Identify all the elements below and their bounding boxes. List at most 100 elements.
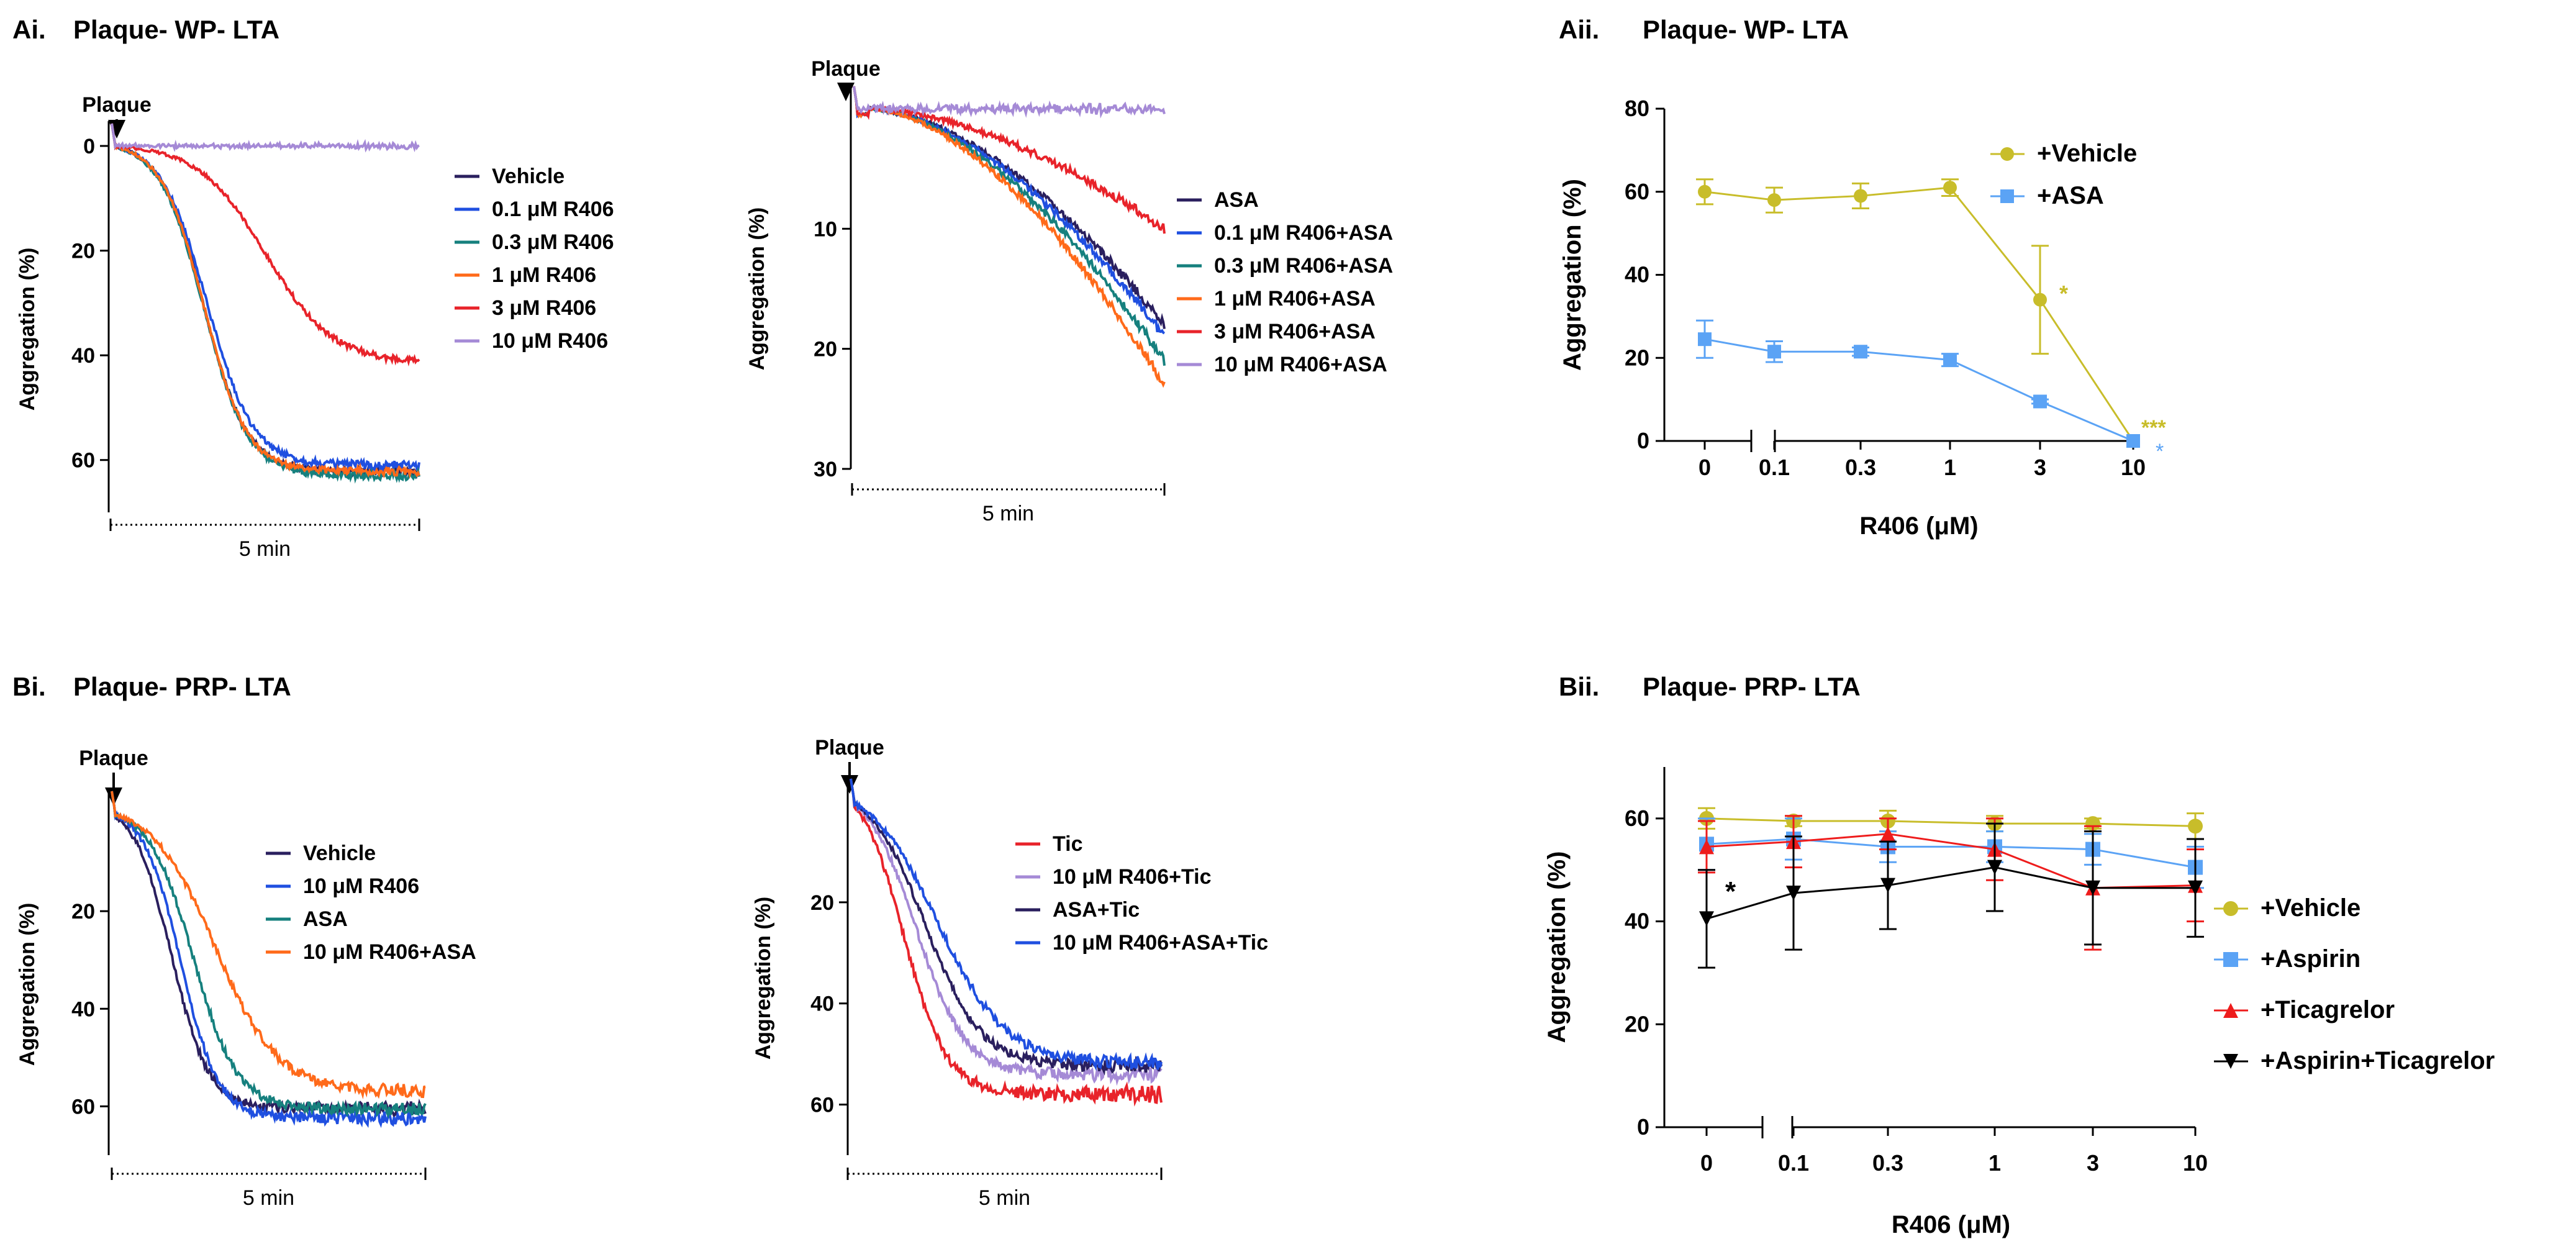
legend-label: ASA+Tic — [1053, 898, 1140, 922]
series-line-2 — [1706, 833, 2196, 889]
marker-triangle-up — [2223, 1003, 2238, 1018]
marker-square — [1854, 345, 1867, 359]
marker-square — [1943, 353, 1957, 367]
marker-circle — [2085, 816, 2100, 832]
marker-triangle-up — [1699, 839, 1714, 855]
trace-1 — [111, 791, 427, 1128]
trace-4 — [853, 86, 1166, 234]
marker-triangle-down — [1699, 911, 1714, 927]
plaque-arrow-head — [108, 120, 125, 138]
y-tick-label: 60 — [71, 1095, 95, 1119]
panel-ai-title: Plaque- WP- LTA — [73, 15, 279, 44]
x-axis-label: R406 (μM) — [1892, 1211, 2010, 1238]
significance-star: *** — [2141, 416, 2166, 440]
legend-label: 0.1 μM R406+ASA — [1214, 221, 1393, 245]
time-scale-label: 5 min — [979, 1186, 1030, 1210]
panel-aii-tag: Aii. — [1559, 15, 1599, 44]
plaque-label: Plaque — [811, 57, 880, 81]
legend-label: Tic — [1053, 832, 1083, 856]
marker-square — [2126, 434, 2140, 448]
x-tick-label: 10 — [2121, 455, 2146, 480]
legend-label: 10 μM R406+Tic — [1053, 865, 1211, 889]
x-tick-label: 1 — [1989, 1150, 2001, 1176]
time-scale-label: 5 min — [243, 1186, 294, 1210]
series-line-1 — [1706, 838, 2196, 869]
legend-label: Vehicle — [492, 165, 565, 188]
marker-square — [1767, 345, 1781, 359]
y-axis-label: Aggregation (%) — [1559, 179, 1586, 371]
trace-3 — [111, 123, 420, 479]
marker-circle — [2223, 901, 2238, 916]
y-axis-label: Aggregation (%) — [745, 207, 769, 371]
y-tick-label: 60 — [1625, 805, 1649, 831]
legend-label: +Aspirin — [2261, 945, 2361, 973]
y-tick-label: 40 — [71, 997, 95, 1021]
marker-square — [2000, 189, 2014, 203]
plaque-label: Plaque — [815, 736, 884, 760]
y-tick-label: 0 — [83, 135, 95, 158]
legend-label: 0.3 μM R406 — [492, 230, 614, 254]
chart-bi-right: 20 40 60 Aggregation (%) Plaque 5 min Tic 10 μM… — [751, 736, 1268, 1210]
legend-label: +ASA — [2037, 182, 2104, 209]
legend-label: +Aspirin+Ticagrelor — [2261, 1047, 2495, 1074]
trace-2 — [111, 791, 427, 1119]
significance-star: * — [2156, 440, 2164, 463]
y-axis-label: Aggregation (%) — [16, 248, 39, 411]
y-tick-label: 20 — [71, 240, 95, 263]
legend-label: 0.1 μM R406 — [492, 197, 614, 221]
x-tick-label: 0.3 — [1845, 455, 1876, 480]
trace-0 — [850, 778, 1163, 1107]
y-tick-label: 40 — [1625, 909, 1649, 934]
panel-bi-tag: Bi. — [12, 672, 46, 701]
marker-triangle-down — [2085, 880, 2100, 896]
marker-circle — [1854, 189, 1867, 203]
legend-label: 10 μM R406 — [492, 329, 608, 353]
legend-label: ASA — [1214, 188, 1259, 212]
y-tick-label: 20 — [1625, 345, 1649, 370]
marker-circle — [2000, 147, 2014, 161]
trace-1 — [853, 86, 1166, 335]
legend-label: 3 μM R406 — [492, 296, 596, 320]
y-tick-label: 20 — [1625, 1011, 1649, 1037]
legend-label: +Vehicle — [2261, 894, 2361, 922]
plaque-label: Plaque — [79, 746, 148, 770]
panel-aii-heading: Aii. Plaque- WP- LTA — [1559, 15, 1849, 44]
series-line-0 — [1706, 817, 2196, 827]
panel-bii-tag: Bii. — [1559, 672, 1599, 701]
legend-label: 10 μM R406 — [303, 874, 419, 898]
trace-4 — [111, 123, 420, 367]
chart-aii: 0 20 40 60 80 Aggregation (%) 0 0.1 0.3 1 3 10 R406 … — [1559, 96, 2146, 540]
y-tick-label: 40 — [1625, 262, 1649, 288]
legend-label: +Ticagrelor — [2261, 996, 2395, 1023]
trace-3 — [850, 778, 1163, 1071]
y-tick-label: 30 — [814, 458, 837, 481]
y-axis-label: Aggregation (%) — [16, 903, 39, 1066]
legend-label: 10 μM R406+ASA — [1214, 353, 1387, 376]
marker-square — [2223, 952, 2238, 967]
trace-0 — [853, 86, 1166, 329]
marker-triangle-down — [1880, 878, 1895, 893]
chart-bii: 0 20 40 60 Aggregation (%) 0 0.1 0.3 1 3 10 R406 (μ… — [1543, 767, 2495, 1238]
y-tick-label: 40 — [810, 992, 834, 1016]
y-tick-label: 80 — [1625, 96, 1649, 121]
series-line-1 — [1704, 338, 2134, 442]
chart-bi-left: 20 40 60 Aggregation (%) Plaque 5 min Vehicle 1… — [16, 746, 476, 1210]
legend-label: 0.3 μM R406+ASA — [1214, 254, 1393, 278]
marker-triangle-down — [2188, 880, 2203, 896]
significance-star: * — [1725, 876, 1736, 907]
legend-label: +Vehicle — [2037, 140, 2137, 167]
y-axis-label: Aggregation (%) — [751, 897, 775, 1060]
marker-square — [2033, 394, 2047, 409]
trace-3 — [111, 791, 426, 1100]
y-tick-label: 0 — [1637, 428, 1649, 453]
x-tick-label: 3 — [2034, 455, 2046, 480]
x-tick-label: 1 — [1944, 455, 1956, 480]
x-tick-label: 10 — [2183, 1150, 2208, 1176]
plaque-arrow-head — [837, 83, 855, 101]
plaque-label: Plaque — [82, 93, 151, 117]
y-tick-label: 20 — [71, 900, 95, 923]
x-tick-label: 0 — [1698, 455, 1711, 480]
y-tick-label: 60 — [71, 449, 95, 473]
y-axis-label: Aggregation (%) — [1543, 851, 1571, 1043]
